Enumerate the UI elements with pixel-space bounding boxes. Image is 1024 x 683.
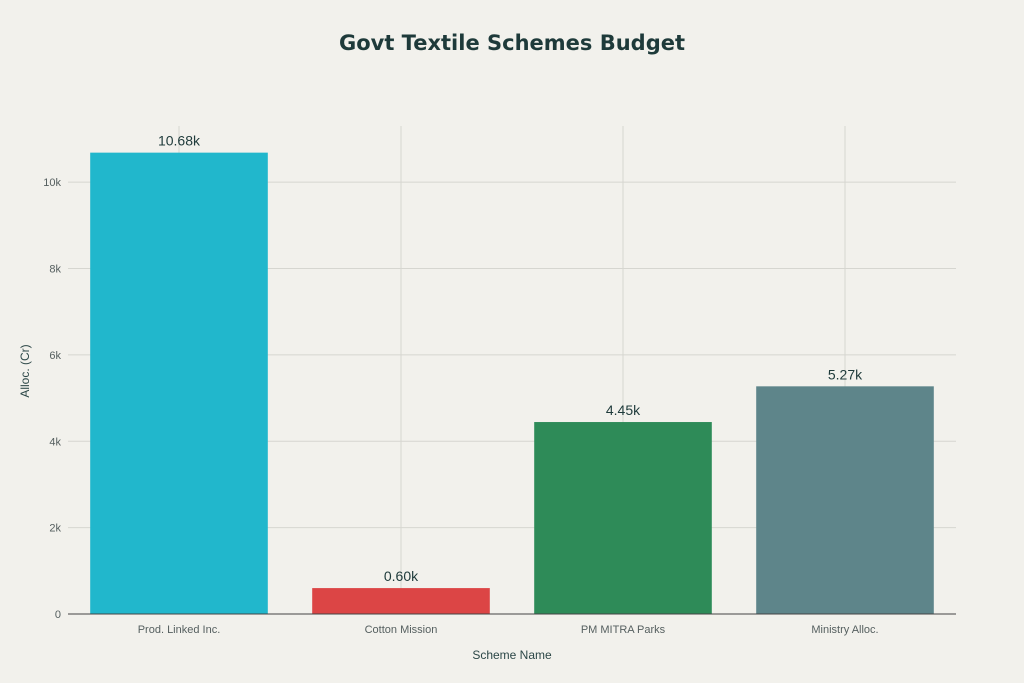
bar-value-label: 0.60k — [384, 568, 419, 584]
y-tick-label: 6k — [49, 350, 61, 362]
chart-title: Govt Textile Schemes Budget — [339, 31, 685, 55]
bar — [534, 422, 712, 614]
x-tick-label: Prod. Linked Inc. — [138, 624, 221, 636]
y-tick-label: 0 — [55, 609, 61, 621]
bar — [90, 152, 268, 614]
bar-value-label: 4.45k — [606, 402, 641, 418]
bar — [312, 588, 490, 614]
y-axis-title: Alloc. (Cr) — [18, 344, 32, 397]
x-axis-ticks: Prod. Linked Inc. Cotton Mission PM MITRA … — [138, 624, 879, 636]
bar-value-label: 10.68k — [158, 133, 201, 149]
y-tick-label: 8k — [49, 264, 61, 276]
x-tick-label: PM MITRA Parks — [581, 624, 666, 636]
data-labels: 10.68k 0.60k 4.45k 5.27k — [158, 133, 863, 584]
y-tick-label: 10k — [43, 177, 61, 189]
y-tick-label: 4k — [49, 436, 61, 448]
bar-value-label: 5.27k — [828, 366, 863, 382]
x-axis-title: Scheme Name — [472, 648, 552, 662]
x-tick-label: Ministry Alloc. — [811, 624, 878, 636]
bar — [756, 386, 934, 614]
x-tick-label: Cotton Mission — [365, 624, 438, 636]
y-tick-label: 2k — [49, 523, 61, 535]
bars — [90, 152, 934, 614]
y-axis-ticks: 0 2k 4k 6k 8k 10k — [43, 177, 61, 621]
